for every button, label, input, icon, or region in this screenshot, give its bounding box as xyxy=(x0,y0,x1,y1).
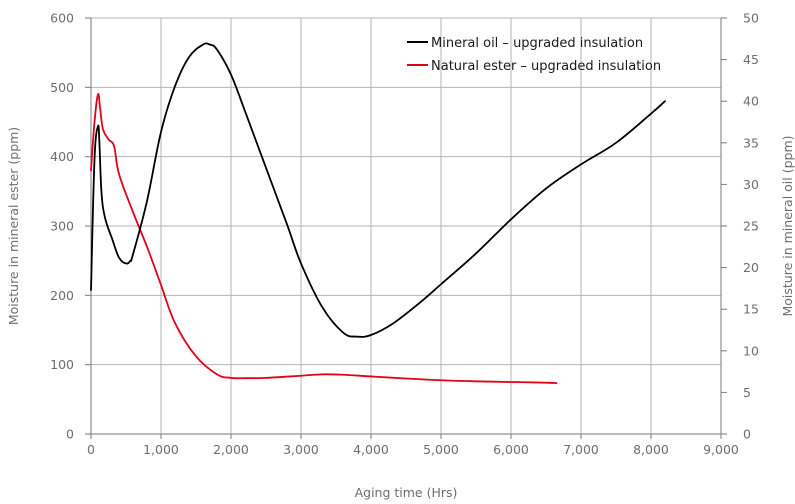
legend: Mineral oil – upgraded insulation Natura… xyxy=(407,36,661,74)
y-left-tick-label: 200 xyxy=(50,288,74,303)
y-right-tick-label: 0 xyxy=(743,427,751,442)
legend-label-natural-ester: Natural ester – upgraded insulation xyxy=(431,59,661,74)
x-axis-title: Aging time (Hrs) xyxy=(355,485,458,500)
y-axis-right-title: Moisture in mineral oil (ppm) xyxy=(780,135,795,316)
y-right-tick-label: 40 xyxy=(743,94,759,109)
y-right-tick-label: 20 xyxy=(743,260,759,275)
series-line-mineral-oil xyxy=(90,42,666,338)
y-left-tick-label: 400 xyxy=(50,149,74,164)
x-tick-label: 8,000 xyxy=(633,442,669,457)
x-tick-label: 9,000 xyxy=(703,442,739,457)
legend-label-mineral-oil: Mineral oil – upgraded insulation xyxy=(431,36,643,51)
y-right-tick-label: 35 xyxy=(743,135,759,150)
y-left-tick-label: 600 xyxy=(50,11,74,26)
x-tick-label: 4,000 xyxy=(353,442,389,457)
series-line-natural-ester xyxy=(90,92,558,384)
y-right-tick-label: 45 xyxy=(743,52,759,67)
y-right-tick-label: 30 xyxy=(743,177,759,192)
y-right-tick-label: 15 xyxy=(743,302,759,317)
y-right-tick-label: 10 xyxy=(743,343,759,358)
y-left-tick-label: 100 xyxy=(50,357,74,372)
y-right-tick-label: 50 xyxy=(743,11,759,26)
grid-layer xyxy=(91,17,722,434)
y-left-tick-label: 500 xyxy=(50,80,74,95)
x-tick-label: 1,000 xyxy=(143,442,179,457)
series-layer xyxy=(90,42,666,384)
x-tick-label: 7,000 xyxy=(563,442,599,457)
x-tick-label: 3,000 xyxy=(283,442,319,457)
x-tick-label: 5,000 xyxy=(423,442,459,457)
x-tick-label: 6,000 xyxy=(493,442,529,457)
y-left-tick-label: 0 xyxy=(66,427,74,442)
y-right-tick-label: 5 xyxy=(743,385,751,400)
y-axis-left-title: Moisture in mineral ester (ppm) xyxy=(6,127,21,325)
x-tick-label: 0 xyxy=(87,442,95,457)
x-tick-label: 2,000 xyxy=(213,442,249,457)
y-right-tick-label: 25 xyxy=(743,219,759,234)
y-left-tick-label: 300 xyxy=(50,219,74,234)
axes-layer: 0 1,000 2,000 3,000 4,000 5,000 6,000 7,000 8,00… xyxy=(50,11,759,458)
